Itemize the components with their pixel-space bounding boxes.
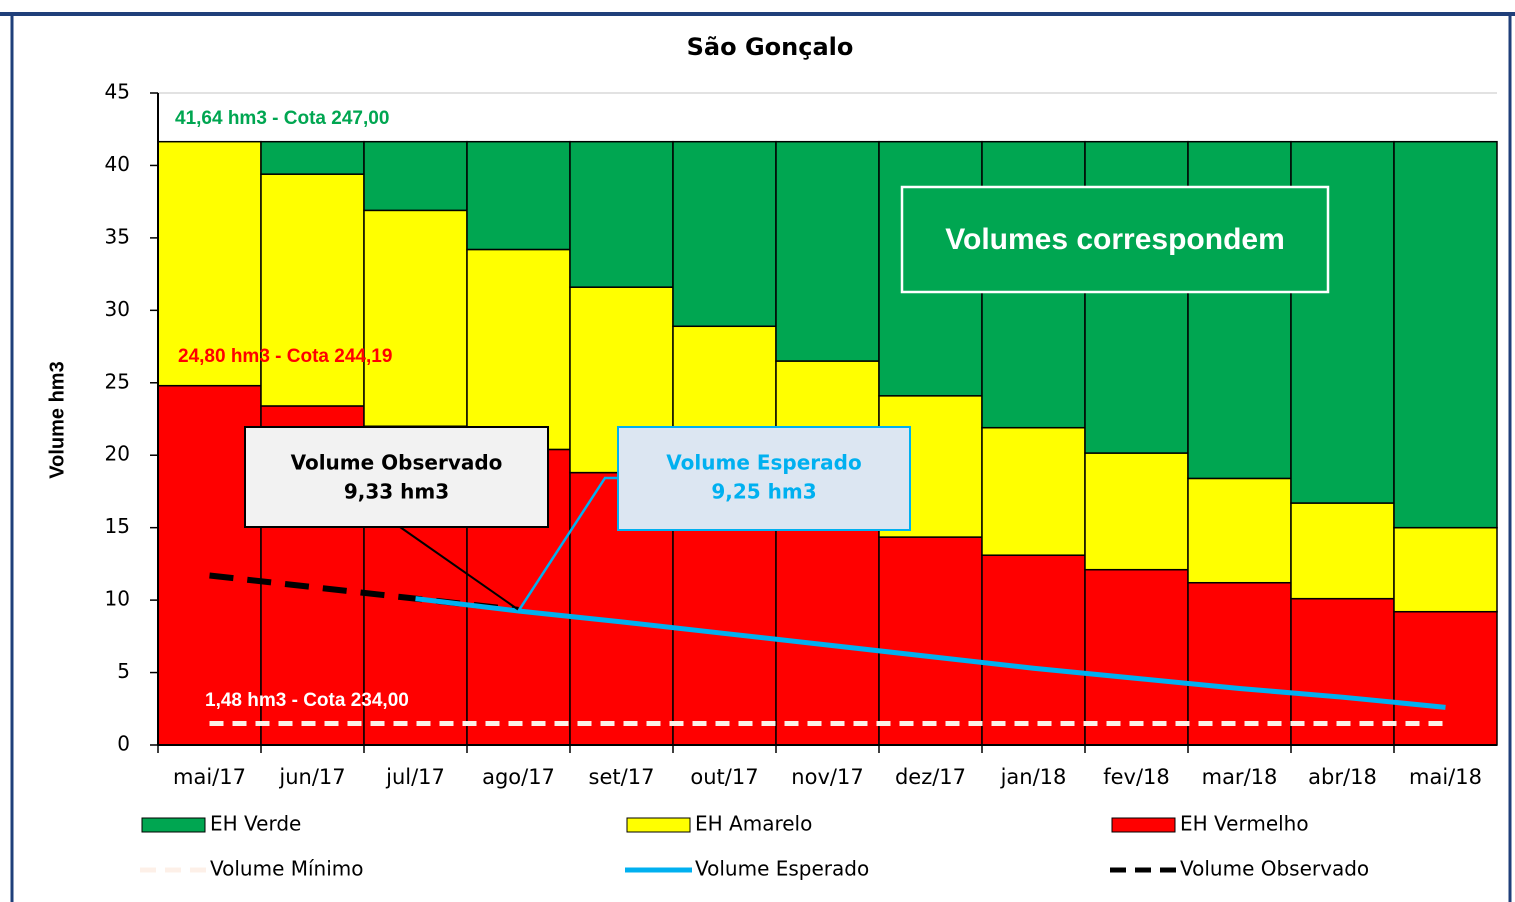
line-series xyxy=(209,572,519,613)
annotation: 41,64 hm3 - Cota 247,00 xyxy=(175,108,389,129)
x-tick-label: mai/18 xyxy=(1409,765,1482,789)
x-tick-label: dez/17 xyxy=(895,765,966,789)
y-tick-label: 15 xyxy=(105,514,130,538)
bar-segment xyxy=(981,426,1086,556)
y-tick-label: 40 xyxy=(105,152,130,176)
annotation: 24,80 hm3 - Cota 244,19 xyxy=(178,346,392,367)
bar-segment xyxy=(466,248,571,451)
bar-segment xyxy=(466,140,571,251)
legend-label: EH Verde xyxy=(210,812,301,836)
legend-swatch xyxy=(626,817,691,833)
x-tick-label: out/17 xyxy=(690,765,758,789)
y-tick-label: 25 xyxy=(105,369,130,393)
callout-text: 9,25 hm3 xyxy=(711,480,816,504)
chart-title: São Gonçalo xyxy=(687,33,854,61)
callout-box xyxy=(617,426,911,531)
bar-segment xyxy=(878,536,983,746)
y-tick-label: 35 xyxy=(105,224,130,248)
x-tick-label: jan/18 xyxy=(1000,765,1067,789)
y-axis-label: Volume hm3 xyxy=(46,361,68,478)
bar-segment xyxy=(1393,526,1498,613)
x-tick-label: mai/17 xyxy=(173,765,246,789)
y-tick-label: 45 xyxy=(105,80,130,104)
bar-segment xyxy=(1393,140,1498,529)
legend-swatch xyxy=(141,817,206,833)
legend-label: Volume Esperado xyxy=(695,857,869,881)
annotation: 1,48 hm3 - Cota 234,00 xyxy=(205,690,409,711)
bar-segment xyxy=(1187,581,1292,746)
bar-segment xyxy=(363,209,468,427)
bar-segment xyxy=(569,140,674,288)
bar-segment xyxy=(363,140,468,212)
bar-segment xyxy=(672,493,777,746)
y-tick-label: 30 xyxy=(105,297,130,321)
legend-swatch xyxy=(1111,817,1176,833)
callout-leader xyxy=(517,476,618,612)
x-tick-label: jun/17 xyxy=(278,765,345,789)
x-tick-label: abr/18 xyxy=(1308,765,1377,789)
y-tick-label: 5 xyxy=(117,659,130,683)
legend-label: EH Amarelo xyxy=(695,812,812,836)
bar-segment xyxy=(775,140,880,362)
y-tick-label: 10 xyxy=(105,587,130,611)
bar-segment xyxy=(260,173,365,407)
bar-segment xyxy=(981,554,1086,746)
y-tick-label: 20 xyxy=(105,442,130,466)
top-strip xyxy=(0,0,1515,12)
legend-label: EH Vermelho xyxy=(1180,812,1309,836)
bar-segment xyxy=(157,384,262,746)
bar-segment xyxy=(1084,452,1189,571)
bar-segment xyxy=(260,140,365,175)
bar-segment xyxy=(672,140,777,328)
bar-segment xyxy=(1290,597,1395,746)
legend-label: Volume Observado xyxy=(1180,857,1369,881)
bar-segment xyxy=(775,515,880,746)
bar-segment xyxy=(1084,568,1189,746)
callout-text: 9,33 hm3 xyxy=(344,480,449,504)
x-tick-label: set/17 xyxy=(589,765,655,789)
x-tick-label: fev/18 xyxy=(1103,765,1170,789)
x-tick-label: nov/17 xyxy=(791,765,863,789)
x-tick-label: mar/18 xyxy=(1202,765,1278,789)
callout-text: Volume Observado xyxy=(291,451,503,475)
legend-label: Volume Mínimo xyxy=(210,857,364,881)
line-series xyxy=(415,596,1446,710)
bar-segment xyxy=(1290,502,1395,600)
callout-leader xyxy=(399,526,520,611)
callout-box xyxy=(244,426,549,528)
bar-segment xyxy=(1187,477,1292,584)
note-box xyxy=(900,185,1330,294)
note-text: Volumes correspondem xyxy=(945,223,1285,256)
x-tick-label: ago/17 xyxy=(482,765,555,789)
callout-text: Volume Esperado xyxy=(666,451,861,475)
x-tick-label: jul/17 xyxy=(385,765,445,789)
y-tick-label: 0 xyxy=(117,732,130,756)
